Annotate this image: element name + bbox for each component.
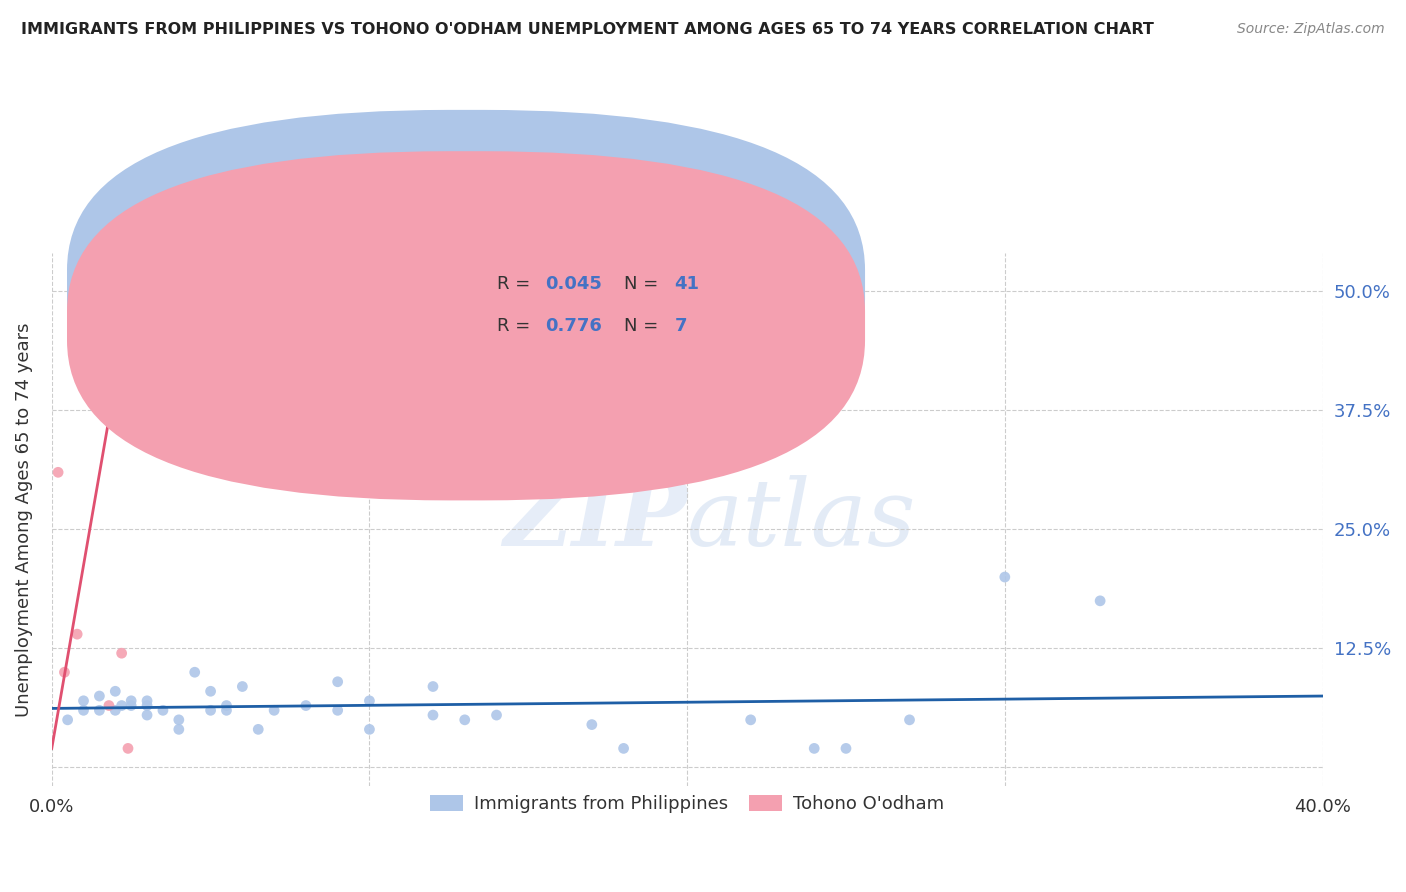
Point	[136, 694, 159, 708]
Point	[326, 703, 349, 717]
Point	[120, 694, 142, 708]
Point	[152, 703, 174, 717]
Text: R =: R =	[496, 317, 536, 334]
Point	[136, 708, 159, 723]
Point	[183, 665, 205, 680]
Text: N =: N =	[624, 276, 664, 293]
Point	[581, 717, 603, 731]
Point	[994, 570, 1017, 584]
Point	[740, 713, 762, 727]
Y-axis label: Unemployment Among Ages 65 to 74 years: Unemployment Among Ages 65 to 74 years	[15, 323, 32, 717]
Point	[359, 723, 381, 737]
Text: N =: N =	[624, 317, 664, 334]
Point	[422, 708, 444, 723]
Text: 0.776: 0.776	[544, 317, 602, 334]
Point	[89, 689, 111, 703]
Point	[79, 370, 101, 384]
Point	[66, 627, 89, 641]
Point	[167, 723, 190, 737]
Point	[454, 713, 477, 727]
Point	[835, 741, 858, 756]
Text: 41: 41	[675, 276, 699, 293]
Point	[89, 703, 111, 717]
Text: 7: 7	[675, 317, 688, 334]
Point	[104, 703, 127, 717]
Point	[104, 684, 127, 698]
Point	[613, 741, 636, 756]
Point	[247, 723, 270, 737]
Point	[72, 694, 94, 708]
Legend: Immigrants from Philippines, Tohono O'odham: Immigrants from Philippines, Tohono O'od…	[423, 788, 950, 820]
Point	[326, 674, 349, 689]
Text: R =: R =	[496, 276, 536, 293]
Point	[53, 665, 76, 680]
FancyBboxPatch shape	[67, 110, 865, 459]
Point	[263, 703, 285, 717]
Point	[72, 703, 94, 717]
Point	[422, 680, 444, 694]
Point	[215, 703, 238, 717]
Point	[803, 741, 825, 756]
Text: ZIP: ZIP	[503, 475, 688, 565]
Point	[898, 713, 921, 727]
Text: Source: ZipAtlas.com: Source: ZipAtlas.com	[1237, 22, 1385, 37]
Point	[485, 708, 508, 723]
Point	[200, 684, 222, 698]
Point	[117, 741, 139, 756]
FancyBboxPatch shape	[420, 256, 744, 350]
Point	[111, 698, 134, 713]
Point	[359, 694, 381, 708]
Point	[136, 698, 159, 713]
Text: 0.045: 0.045	[544, 276, 602, 293]
Point	[231, 680, 253, 694]
FancyBboxPatch shape	[67, 152, 865, 500]
Point	[295, 698, 318, 713]
Point	[120, 698, 142, 713]
Point	[46, 465, 69, 479]
Text: atlas: atlas	[688, 475, 917, 565]
Point	[56, 713, 79, 727]
Text: IMMIGRANTS FROM PHILIPPINES VS TOHONO O'ODHAM UNEMPLOYMENT AMONG AGES 65 TO 74 Y: IMMIGRANTS FROM PHILIPPINES VS TOHONO O'…	[21, 22, 1154, 37]
Point	[1088, 594, 1111, 608]
Point	[167, 713, 190, 727]
Point	[97, 698, 120, 713]
Point	[111, 646, 134, 660]
Point	[215, 698, 238, 713]
Point	[200, 703, 222, 717]
